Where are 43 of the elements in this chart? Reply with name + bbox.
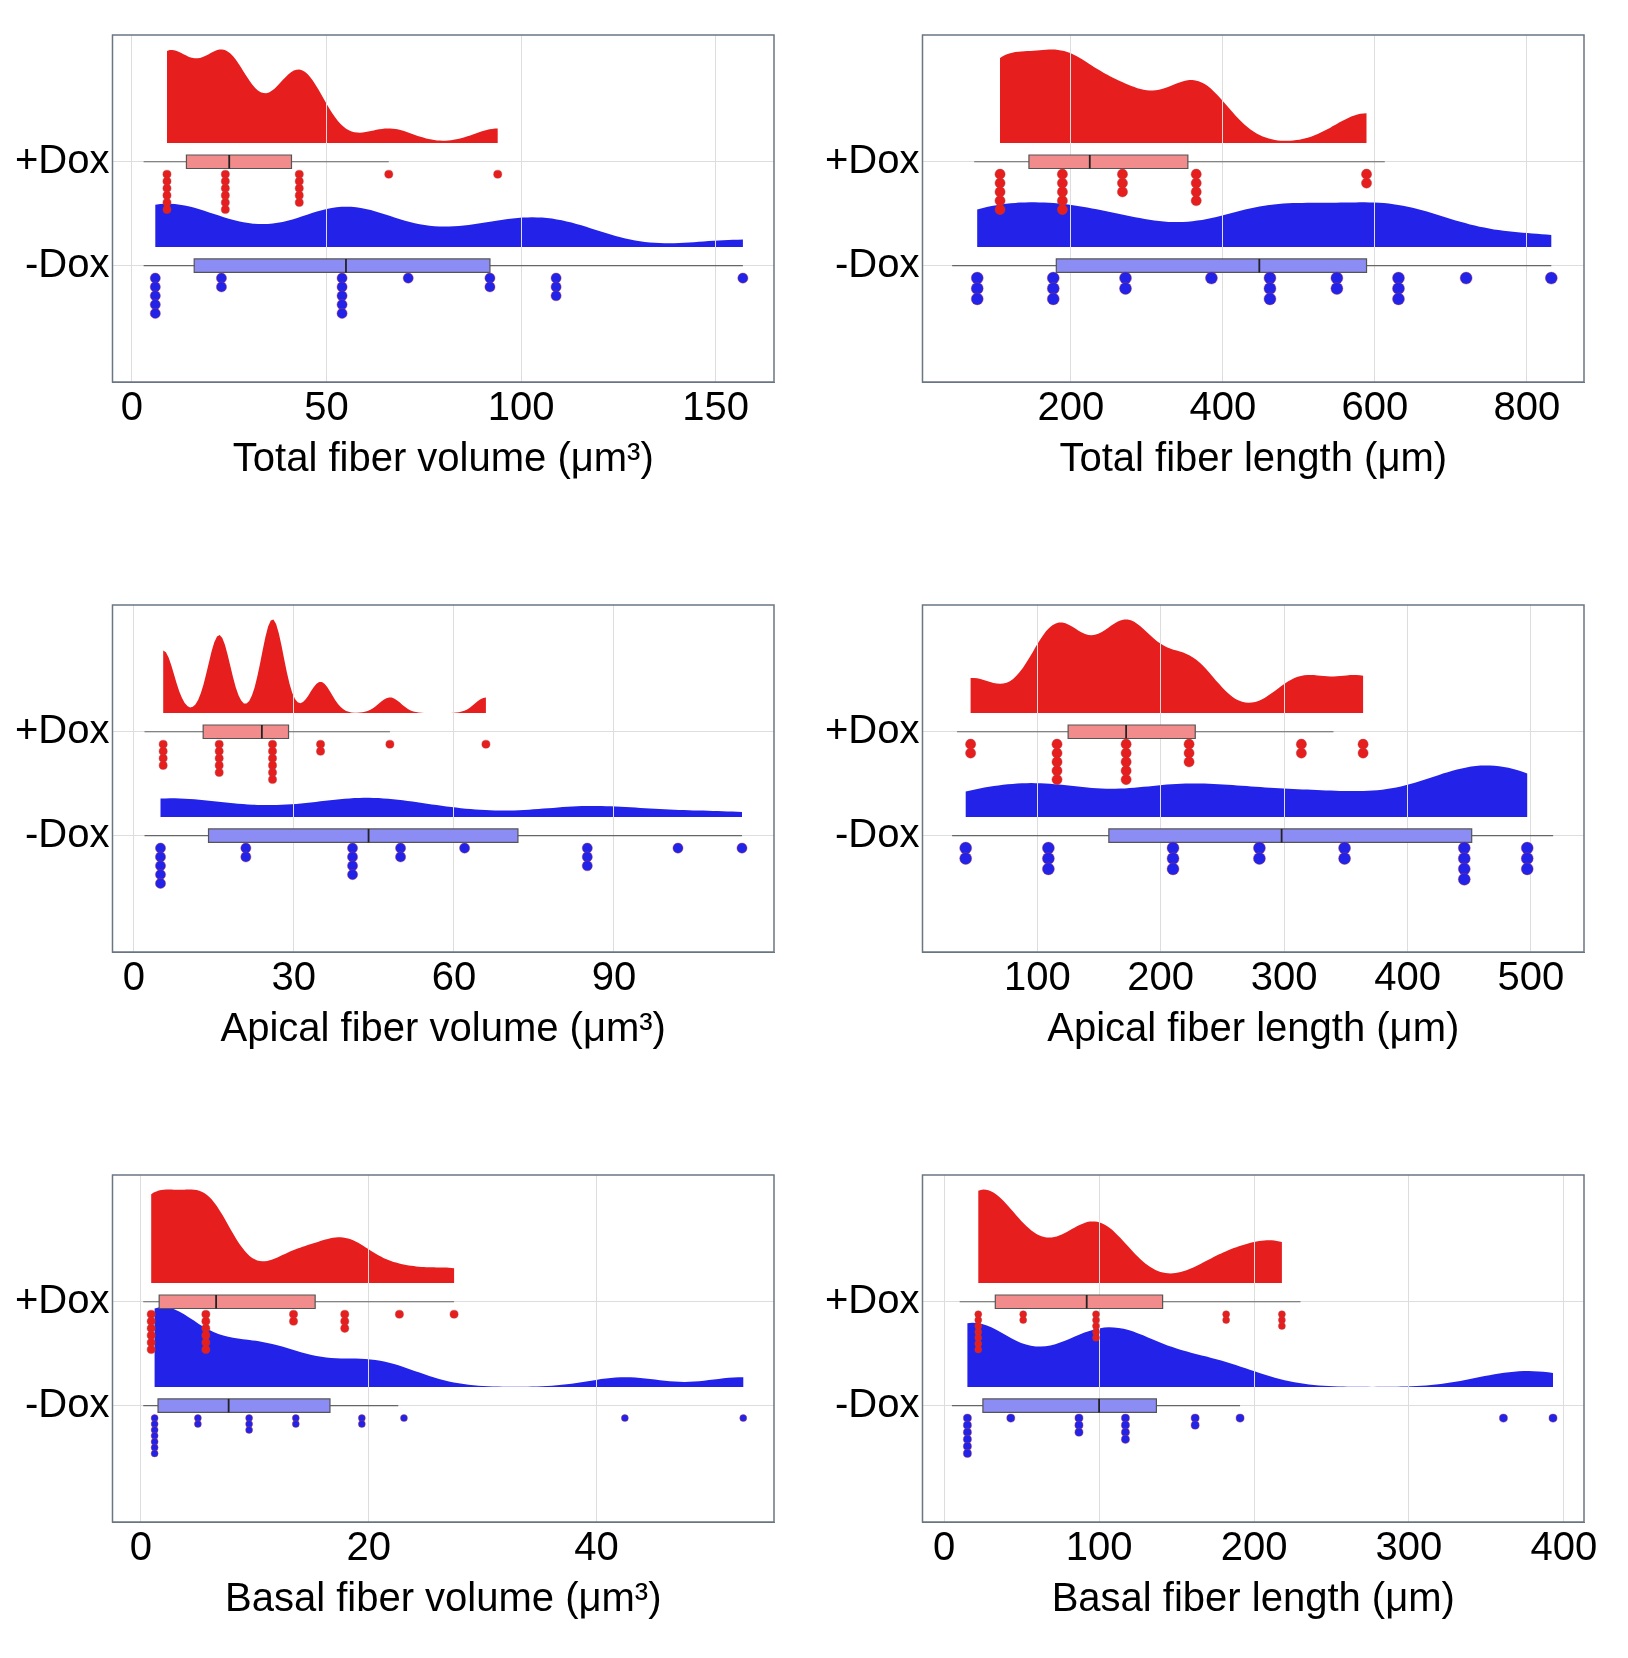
y-tick-label: -Dox	[835, 240, 920, 285]
x-tick-label: 0	[129, 1524, 153, 1569]
x-tick-label: 300	[1375, 1524, 1443, 1569]
x-tick-label: 150	[682, 384, 750, 429]
x-tick-label: 0	[122, 954, 145, 999]
y-tick-label: +Dox	[14, 136, 110, 181]
x-axis-title: Basal fiber volume (μm³)	[225, 1575, 662, 1620]
x-tick-label: 40	[574, 1524, 619, 1569]
y-tick-label: -Dox	[25, 810, 110, 855]
x-tick-label: 100	[1065, 1524, 1133, 1569]
y-tick-label: +Dox	[824, 136, 920, 181]
x-tick-label: 60	[431, 954, 477, 999]
x-tick-label: 200	[1220, 1524, 1288, 1569]
x-axis-title: Apical fiber volume (μm³)	[220, 1005, 666, 1050]
y-tick-label: -Dox	[25, 240, 110, 285]
x-tick-label: 500	[1497, 954, 1565, 999]
y-tick-label: +Dox	[14, 706, 110, 751]
x-tick-label: 30	[271, 954, 317, 999]
x-tick-label: 200	[1127, 954, 1195, 999]
x-tick-label: 90	[591, 954, 637, 999]
x-tick-label: 600	[1341, 384, 1409, 429]
x-tick-label: 20	[346, 1524, 391, 1569]
y-tick-label: +Dox	[14, 1276, 110, 1321]
x-tick-label: 400	[1530, 1524, 1598, 1569]
x-tick-label: 50	[304, 384, 349, 429]
x-tick-label: 0	[120, 384, 144, 429]
x-axis-title: Apical fiber length (μm)	[1047, 1005, 1460, 1050]
y-tick-label: -Dox	[835, 1380, 920, 1425]
x-axis-title: Total fiber volume (μm³)	[232, 435, 654, 480]
x-tick-label: 800	[1493, 384, 1561, 429]
y-tick-label: -Dox	[25, 1380, 110, 1425]
x-axis-title: Basal fiber length (μm)	[1051, 1575, 1455, 1620]
x-tick-label: 300	[1250, 954, 1318, 999]
x-tick-label: 0	[933, 1524, 956, 1569]
y-tick-label: +Dox	[824, 706, 920, 751]
x-tick-label: 100	[1003, 954, 1071, 999]
x-tick-label: 100	[487, 384, 555, 429]
y-tick-label: +Dox	[824, 1276, 920, 1321]
y-tick-label: -Dox	[835, 810, 920, 855]
x-tick-label: 400	[1189, 384, 1257, 429]
x-axis-title: Total fiber length (μm)	[1059, 435, 1448, 480]
x-tick-label: 200	[1037, 384, 1105, 429]
x-tick-label: 400	[1374, 954, 1441, 999]
